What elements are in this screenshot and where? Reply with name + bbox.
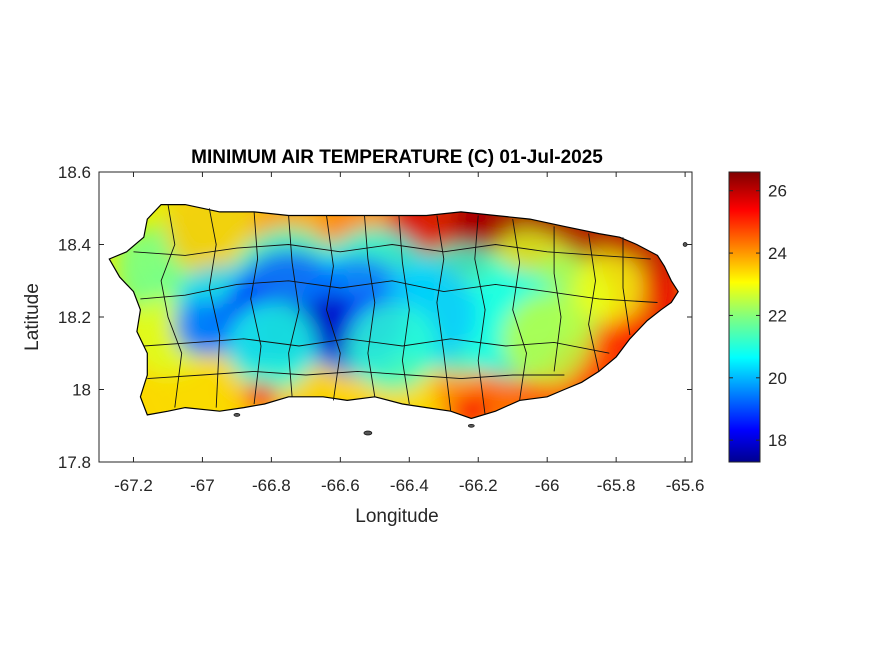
x-tick-label: -65.6 <box>666 476 705 495</box>
x-tick-label: -65.8 <box>597 476 636 495</box>
island-coastline <box>108 204 679 420</box>
x-tick-label: -67 <box>190 476 215 495</box>
colorbar-tick-label: 20 <box>768 369 787 388</box>
municipality-boundary <box>147 370 565 380</box>
municipality-boundary <box>326 215 341 401</box>
colorbar-tick-label: 18 <box>768 431 787 450</box>
municipality-boundary <box>288 215 300 397</box>
temperature-cell <box>574 253 645 323</box>
x-axis-ticks: -67.2 -67 -66.8 -66.6 -66.4 -66.2 -66 -65.8 -65.… <box>114 172 704 495</box>
municipality-boundary <box>512 219 527 401</box>
y-tick-label: 18.4 <box>58 236 91 255</box>
x-tick-label: -66 <box>535 476 560 495</box>
x-tick-label: -67.2 <box>114 476 153 495</box>
y-tick-label: 17.8 <box>58 453 91 472</box>
municipality-boundary <box>553 226 562 372</box>
islet <box>363 430 373 436</box>
islet <box>233 413 241 417</box>
x-tick-label: -66.6 <box>321 476 360 495</box>
municipality-boundary <box>143 338 610 354</box>
temperature-cell <box>502 293 593 384</box>
colorbar-tick-label: 26 <box>768 182 787 201</box>
colorbar-tick-label: 22 <box>768 306 787 325</box>
x-tick-label: -66.4 <box>390 476 429 495</box>
temperature-cell <box>174 299 231 356</box>
municipality-boundary <box>436 215 452 412</box>
municipality-boundary <box>208 208 221 408</box>
municipality-boundary <box>364 215 376 397</box>
islet <box>682 242 688 247</box>
municipality-boundary <box>588 233 600 372</box>
x-tick-label: -66.2 <box>459 476 498 495</box>
colorbar <box>728 171 761 463</box>
temperature-cell <box>453 393 490 419</box>
colorbar-tick-label: 24 <box>768 244 787 263</box>
municipality-boundaries <box>133 204 658 415</box>
colorbar-ticks: 18 20 22 24 26 <box>729 182 787 450</box>
y-tick-label: 18 <box>72 381 91 400</box>
y-axis-ticks: 18.6 18.4 18.2 18 17.8 <box>58 163 692 472</box>
temperature-cell <box>226 301 317 391</box>
offshore-islets <box>233 242 688 436</box>
x-axis-label: Longitude <box>355 506 438 527</box>
municipality-boundary <box>160 204 183 408</box>
y-tick-label: 18.2 <box>58 308 91 327</box>
municipality-boundary <box>474 215 486 415</box>
chart-title: MINIMUM AIR TEMPERATURE (C) 01-Jul-2025 <box>191 147 603 168</box>
temperature-cell <box>347 301 438 391</box>
municipality-boundary <box>133 244 651 260</box>
municipality-boundary <box>622 237 631 336</box>
x-tick-label: -66.8 <box>252 476 291 495</box>
municipality-boundary <box>250 211 262 405</box>
y-axis-label: Latitude <box>22 283 43 351</box>
islet <box>467 423 475 428</box>
y-tick-label: 18.6 <box>58 163 91 182</box>
municipality-boundary <box>140 280 658 303</box>
